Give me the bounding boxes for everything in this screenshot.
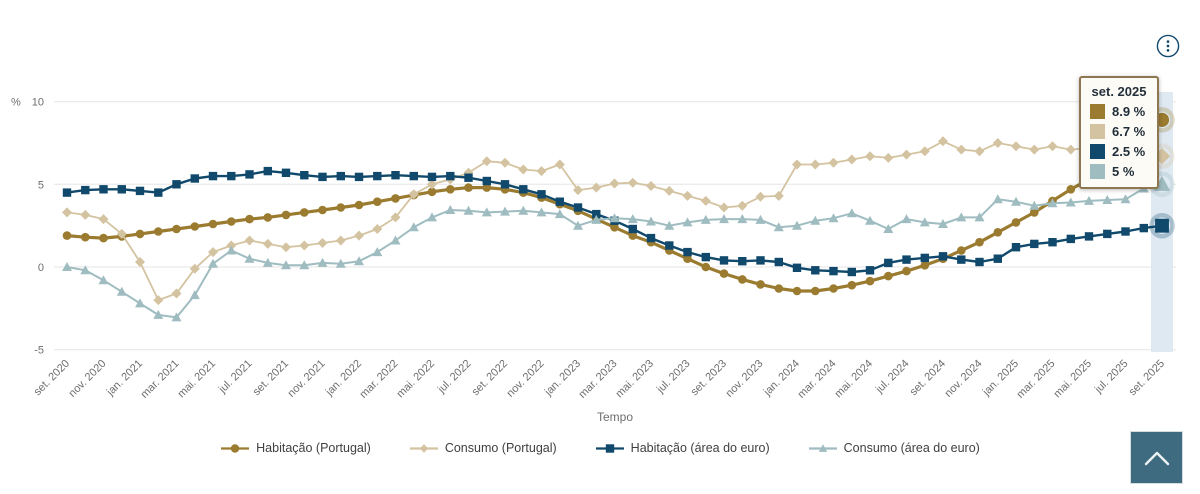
x-tick-label: jul. 2024 — [873, 358, 912, 397]
x-tick-label: jul. 2022 — [435, 358, 474, 397]
legend-marker-circle-icon — [221, 443, 250, 453]
x-tick-label: nov. 2024 — [943, 358, 985, 400]
back-to-top-button[interactable] — [1130, 431, 1183, 484]
tooltip-row-habitacao-portugal: 8.9 % — [1090, 104, 1148, 119]
x-tick-label: mai. 2022 — [394, 358, 437, 401]
vertical-ellipsis-icon — [1156, 34, 1180, 58]
tooltip-value: 8.9 % — [1112, 104, 1146, 119]
series-consumo-portugal — [62, 136, 1175, 306]
x-tick-label: mar. 2021 — [139, 358, 182, 401]
x-tick-label: mar. 2025 — [1015, 358, 1058, 401]
series-markers-consumo-portugal — [62, 136, 1175, 306]
tooltip-value: 6.7 % — [1112, 124, 1146, 139]
x-tick-label: set. 2025 — [1127, 358, 1167, 398]
x-tick-label: mai. 2023 — [613, 358, 656, 401]
legend-label: Consumo (Portugal) — [444, 441, 557, 455]
y-tick-label: 0 — [38, 262, 44, 274]
legend-item-habitacao-area-do-euro[interactable]: Habitação (área do euro) — [595, 441, 770, 455]
legend-label: Consumo (área do euro) — [843, 441, 980, 455]
tooltip-row-consumo-portugal: 6.7 % — [1090, 124, 1148, 139]
chevron-up-icon — [1144, 451, 1169, 465]
x-tick-label: jul. 2021 — [216, 358, 255, 397]
series-color-swatch — [1090, 144, 1105, 159]
tooltip-value: 5 % — [1112, 164, 1135, 179]
x-tick-label: nov. 2023 — [724, 358, 766, 400]
legend-marker-square-icon — [595, 443, 624, 453]
x-tick-label: nov. 2021 — [286, 358, 328, 400]
x-tick-label: mar. 2023 — [577, 358, 620, 401]
series-markers-habitacao-area-do-euro — [62, 166, 1175, 277]
series-color-swatch — [1090, 104, 1105, 119]
tooltip-row-consumo-area-do-euro: 5 % — [1090, 164, 1148, 179]
legend-item-habitacao-portugal[interactable]: Habitação (Portugal) — [220, 441, 371, 455]
legend-marker-diamond-icon — [409, 443, 438, 453]
x-tick-label: mai. 2025 — [1051, 358, 1094, 401]
tooltip-date: set. 2025 — [1091, 84, 1147, 99]
x-tick-label: nov. 2020 — [67, 358, 109, 400]
x-tick-label: mar. 2024 — [796, 358, 839, 401]
tooltip-value: 2.5 % — [1112, 144, 1146, 159]
x-tick-label: mar. 2022 — [358, 358, 401, 401]
gridlines — [54, 101, 1176, 351]
y-tick-label: -5 — [34, 345, 44, 357]
tooltip-row-habitacao-area-do-euro: 2.5 % — [1090, 144, 1148, 159]
x-tick-label: jul. 2023 — [654, 358, 693, 397]
series-color-swatch — [1090, 124, 1105, 139]
chart-tooltip: set. 2025 8.9 % 6.7 % 2.5 % 5 % — [1079, 76, 1159, 189]
legend-label: Habitação (Portugal) — [256, 441, 371, 455]
x-tick-label: mai. 2021 — [175, 358, 218, 401]
x-tick-label: nov. 2022 — [505, 358, 547, 400]
legend-item-consumo-portugal[interactable]: Consumo (Portugal) — [409, 441, 557, 455]
legend-item-consumo-area-do-euro[interactable]: Consumo (área do euro) — [808, 441, 980, 455]
x-tick-label: jul. 2025 — [1092, 358, 1131, 397]
chart-legend: Habitação (Portugal) Consumo (Portugal) Ha… — [0, 441, 1200, 455]
y-tick-label: 5 — [38, 179, 44, 191]
y-axis-labels: 10 5 0 -5 — [32, 97, 44, 357]
chart-options-button[interactable] — [1155, 33, 1181, 59]
endpoint-halo-habitacao-area-do-euro — [1149, 212, 1175, 239]
legend-label: Habitação (área do euro) — [630, 441, 770, 455]
series-color-swatch — [1090, 164, 1105, 179]
tooltip-rows: 8.9 % 6.7 % 2.5 % 5 % — [1090, 104, 1148, 179]
y-axis-title: % — [11, 97, 21, 109]
legend-marker-triangle-icon — [808, 443, 837, 452]
x-axis-title: Tempo — [597, 410, 633, 424]
x-tick-label: mai. 2024 — [832, 358, 875, 401]
y-tick-label: 10 — [32, 97, 44, 109]
